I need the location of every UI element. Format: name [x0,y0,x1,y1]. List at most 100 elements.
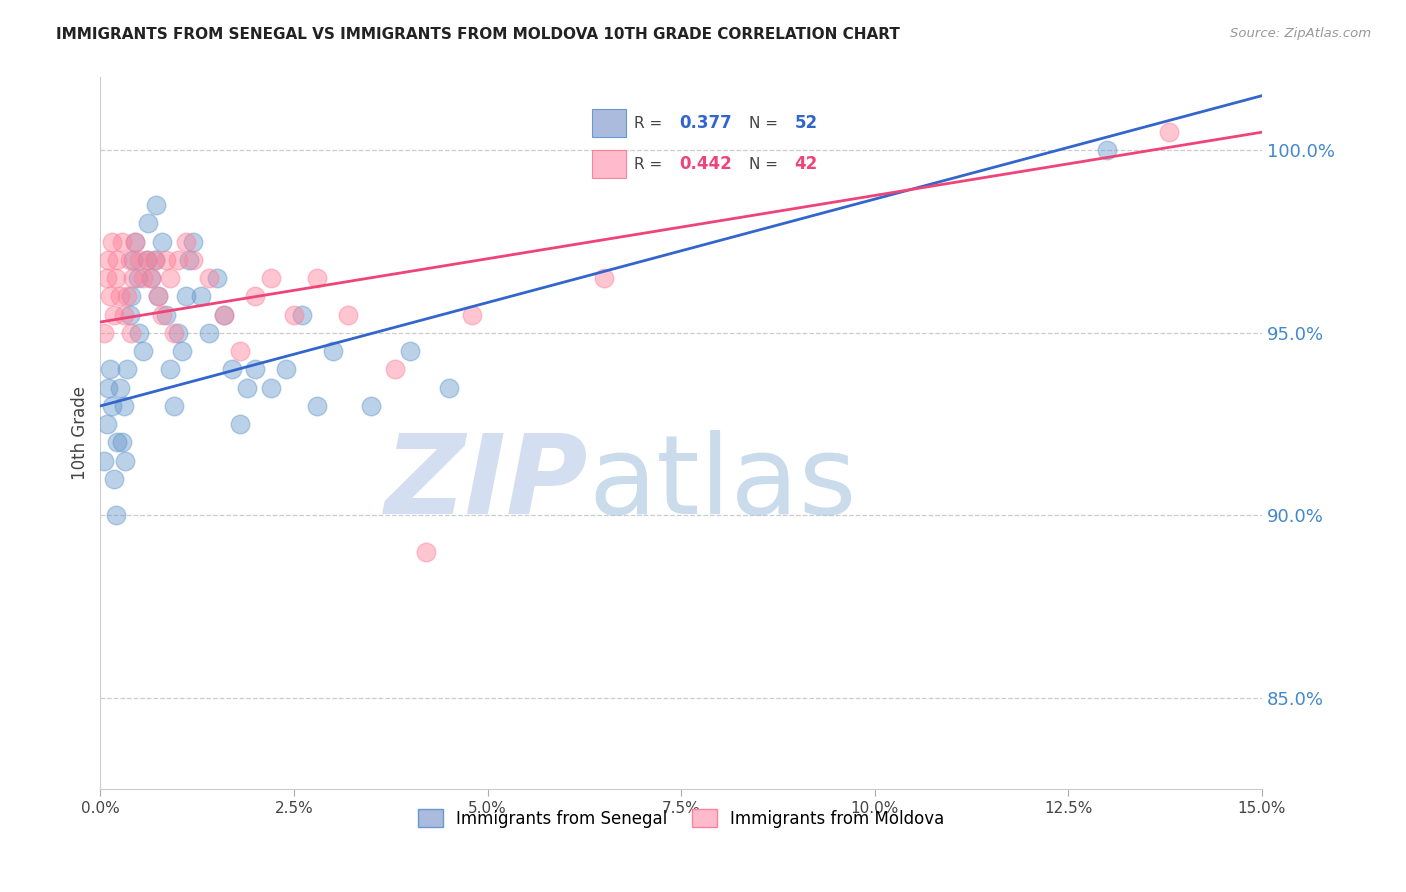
Immigrants from Moldova [135,252,157,267]
Immigrants from Moldova [155,252,177,267]
Immigrants from Senegal [101,399,124,413]
Immigrants from Senegal [105,435,128,450]
Immigrants from Senegal [93,453,115,467]
Immigrants from Senegal [360,399,382,413]
Immigrants from Moldova [111,235,134,249]
Immigrants from Moldova [101,235,124,249]
Immigrants from Senegal [205,271,228,285]
Immigrants from Senegal [399,344,422,359]
Text: N =: N = [749,157,783,171]
Immigrants from Senegal [1095,144,1118,158]
Text: atlas: atlas [588,430,856,537]
Immigrants from Senegal [124,235,146,249]
Immigrants from Senegal [276,362,298,376]
Text: IMMIGRANTS FROM SENEGAL VS IMMIGRANTS FROM MOLDOVA 10TH GRADE CORRELATION CHART: IMMIGRANTS FROM SENEGAL VS IMMIGRANTS FR… [56,27,900,42]
Text: R =: R = [634,116,668,130]
Immigrants from Moldova [148,289,170,303]
Immigrants from Moldova [384,362,406,376]
Immigrants from Senegal [155,308,177,322]
Immigrants from Senegal [145,198,167,212]
Immigrants from Senegal [307,399,329,413]
Immigrants from Moldova [98,289,121,303]
Immigrants from Moldova [592,271,614,285]
Immigrants from Senegal [181,235,204,249]
Immigrants from Moldova [139,271,162,285]
Immigrants from Senegal [103,472,125,486]
Immigrants from Moldova [132,271,155,285]
Immigrants from Senegal [128,326,150,340]
Immigrants from Moldova [166,252,188,267]
Text: Source: ZipAtlas.com: Source: ZipAtlas.com [1230,27,1371,40]
Immigrants from Senegal [143,252,166,267]
Immigrants from Moldova [307,271,329,285]
Immigrants from Moldova [197,271,219,285]
Immigrants from Moldova [108,289,131,303]
Immigrants from Senegal [120,289,142,303]
Immigrants from Senegal [245,362,267,376]
Immigrants from Moldova [120,326,142,340]
Immigrants from Senegal [104,508,127,523]
Text: ZIP: ZIP [385,430,588,537]
Immigrants from Moldova [117,289,139,303]
Immigrants from Senegal [163,399,186,413]
Immigrants from Senegal [221,362,243,376]
Immigrants from Moldova [245,289,267,303]
Immigrants from Moldova [159,271,181,285]
Immigrants from Moldova [128,252,150,267]
Immigrants from Senegal [117,362,139,376]
Immigrants from Moldova [97,252,120,267]
Immigrants from Moldova [163,326,186,340]
Immigrants from Moldova [461,308,484,322]
Immigrants from Senegal [118,308,141,322]
Immigrants from Moldova [105,252,128,267]
Text: 0.377: 0.377 [679,114,733,132]
Immigrants from Senegal [197,326,219,340]
Y-axis label: 10th Grade: 10th Grade [72,386,89,480]
Immigrants from Senegal [138,217,160,231]
Immigrants from Moldova [103,308,125,322]
Text: R =: R = [634,157,668,171]
Immigrants from Senegal [132,344,155,359]
Immigrants from Senegal [139,271,162,285]
Immigrants from Moldova [143,252,166,267]
Immigrants from Moldova [96,271,118,285]
Immigrants from Senegal [114,453,136,467]
Immigrants from Senegal [229,417,252,432]
Bar [592,150,626,178]
Immigrants from Senegal [150,235,173,249]
Immigrants from Senegal [108,381,131,395]
Immigrants from Senegal [97,381,120,395]
Immigrants from Senegal [127,271,149,285]
Immigrants from Moldova [150,308,173,322]
Immigrants from Moldova [229,344,252,359]
Immigrants from Moldova [93,326,115,340]
Immigrants from Senegal [96,417,118,432]
Legend: Immigrants from Senegal, Immigrants from Moldova: Immigrants from Senegal, Immigrants from… [411,803,952,834]
Immigrants from Moldova [212,308,235,322]
Text: 52: 52 [794,114,818,132]
Immigrants from Moldova [181,252,204,267]
Immigrants from Senegal [166,326,188,340]
Immigrants from Moldova [174,235,197,249]
Immigrants from Moldova [122,271,145,285]
Immigrants from Moldova [283,308,305,322]
Immigrants from Moldova [415,545,437,559]
Immigrants from Senegal [291,308,314,322]
Immigrants from Senegal [111,435,134,450]
Immigrants from Senegal [190,289,212,303]
Immigrants from Moldova [124,235,146,249]
Immigrants from Senegal [122,252,145,267]
Immigrants from Senegal [437,381,460,395]
Text: 0.442: 0.442 [679,155,733,173]
Immigrants from Senegal [174,289,197,303]
Immigrants from Moldova [104,271,127,285]
Immigrants from Senegal [98,362,121,376]
Immigrants from Senegal [135,252,157,267]
Immigrants from Senegal [179,252,201,267]
Immigrants from Senegal [260,381,283,395]
Immigrants from Moldova [337,308,360,322]
Immigrants from Senegal [159,362,181,376]
Immigrants from Senegal [148,289,170,303]
Text: N =: N = [749,116,783,130]
Immigrants from Senegal [170,344,193,359]
